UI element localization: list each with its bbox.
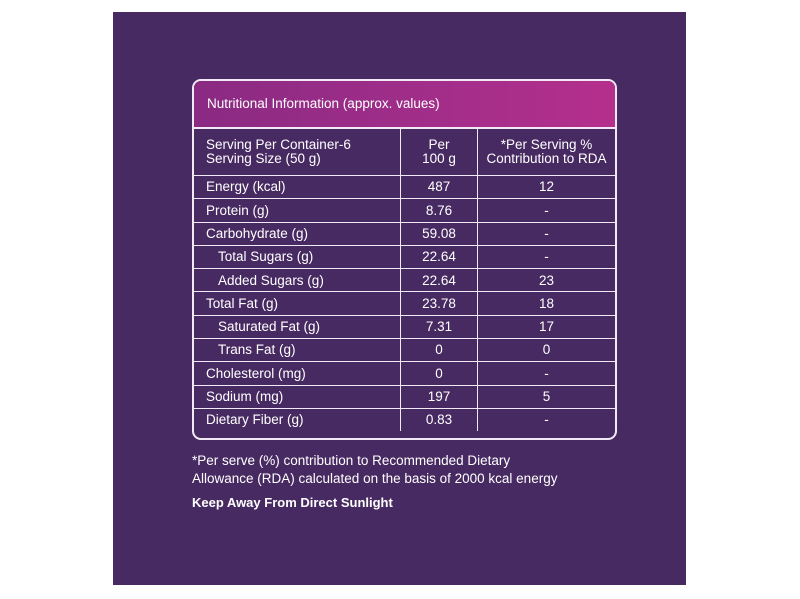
table-cell: 17 [477, 314, 615, 340]
table-cell: 0 [400, 361, 478, 386]
table-cell: 18 [477, 291, 615, 316]
table-cell: 22.64 [400, 268, 478, 293]
nutrient-label: Dietary Fiber (g) [194, 407, 401, 432]
panel: Nutritional Information (approx. values)… [113, 12, 686, 585]
nutrient-label: Protein (g) [194, 198, 401, 223]
table-cell: 0 [400, 338, 478, 363]
nutrient-label: Added Sugars (g) [194, 268, 401, 293]
table-cell: - [477, 198, 615, 223]
table-cell: 22.64 [400, 244, 478, 270]
table-cell: - [477, 244, 615, 270]
header-line: Contribution to RDA [486, 151, 607, 166]
table-row: Saturated Fat (g) 7.31 17 [194, 314, 615, 340]
table-cell: - [477, 221, 615, 246]
table-cell: 0.83 [400, 407, 478, 432]
footnote-line: *Per serve (%) contribution to Recommend… [192, 453, 511, 468]
header-cell: Serving Per Container-6 Serving Size (50 … [194, 129, 401, 176]
table-cell: 487 [400, 174, 478, 200]
header-line: *Per Serving % [500, 136, 593, 152]
table-cell: 12 [477, 174, 615, 200]
nutrient-label: Total Sugars (g) [194, 244, 401, 270]
table-row: Trans Fat (g) 0 0 [194, 338, 615, 363]
nutrition-table: Serving Per Container-6 Serving Size (50 … [194, 129, 615, 432]
nutrient-label: Carbohydrate (g) [194, 221, 401, 246]
table-cell: 197 [400, 384, 478, 409]
table-cell: - [477, 407, 615, 432]
nutrient-label: Cholesterol (mg) [194, 361, 401, 386]
table-title: Nutritional Information (approx. values) [194, 81, 615, 129]
table-row: Sodium (mg) 197 5 [194, 384, 615, 409]
table-cell: 0 [477, 338, 615, 363]
nutrient-label: Sodium (mg) [194, 384, 401, 409]
nutrient-label: Energy (kcal) [194, 174, 401, 200]
table-row: Added Sugars (g) 22.64 23 [194, 268, 615, 293]
table-row: Cholesterol (mg) 0- [194, 361, 615, 386]
table-row: Carbohydrate (g) 59.08- [194, 221, 615, 246]
table-cell: 8.76 [400, 198, 478, 223]
nutrition-table-box: Nutritional Information (approx. values)… [192, 79, 617, 440]
footnote: *Per serve (%) contribution to Recommend… [192, 452, 557, 488]
table-row: Total Sugars (g) 22.64- [194, 244, 615, 270]
header-line: Serving Per Container-6 [206, 136, 351, 152]
header-cell: Per 100 g [400, 129, 478, 176]
header-line: 100 g [422, 151, 456, 166]
warning: Keep Away From Direct Sunlight [192, 495, 393, 510]
table-row: Total Fat (g) 23.78 18 [194, 291, 615, 316]
table-cell: 23 [477, 268, 615, 293]
table-row: Energy (kcal) 487 12 [194, 174, 615, 200]
nutrient-label: Saturated Fat (g) [194, 314, 401, 340]
footnote-line: Allowance (RDA) calculated on the basis … [192, 471, 558, 486]
table-cell: 7.31 [400, 314, 478, 340]
nutrient-label: Total Fat (g) [194, 291, 401, 316]
header-cell: *Per Serving % Contribution to RDA [477, 129, 615, 176]
header-line: Serving Size (50 g) [206, 151, 321, 166]
nutrient-label: Trans Fat (g) [194, 338, 401, 363]
table-row: Dietary Fiber (g) 0.83- [194, 407, 615, 432]
header-row: Serving Per Container-6 Serving Size (50 … [194, 129, 615, 176]
table-cell: - [477, 361, 615, 386]
table-cell: 5 [477, 384, 615, 409]
header-line: Per [428, 136, 450, 152]
table-row: Protein (g) 8.76- [194, 198, 615, 223]
table-cell: 23.78 [400, 291, 478, 316]
table-cell: 59.08 [400, 221, 478, 246]
